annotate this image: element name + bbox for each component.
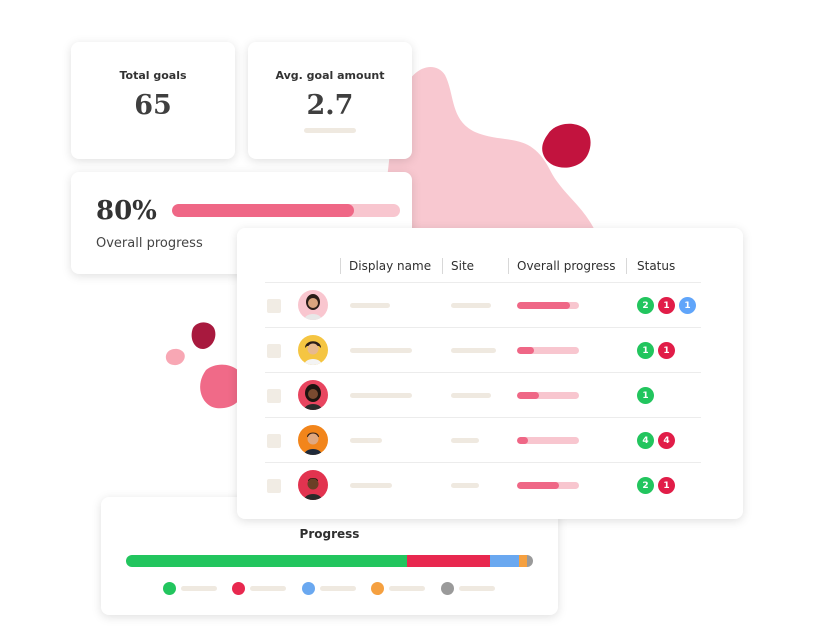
row-progress-fill — [517, 482, 560, 489]
status-badges: 1 — [637, 387, 654, 404]
status-badge: 1 — [679, 297, 696, 314]
total-goals-label: Total goals — [119, 69, 187, 82]
status-badge: 1 — [658, 477, 675, 494]
pink-blob-left — [200, 364, 245, 409]
legend-dot — [441, 582, 454, 595]
legend-label-placeholder — [459, 586, 495, 591]
site-placeholder — [451, 348, 496, 353]
row-progress-fill — [517, 437, 529, 444]
display-name-placeholder — [350, 348, 412, 353]
site-placeholder — [451, 483, 479, 488]
progress-segment — [406, 555, 491, 567]
avatar — [298, 380, 328, 410]
overall-progress-card: 80% Overall progress — [71, 172, 412, 274]
legend-label-placeholder — [320, 586, 356, 591]
site-placeholder — [451, 303, 491, 308]
display-name-placeholder — [350, 393, 412, 398]
status-badge: 1 — [637, 342, 654, 359]
status-badge: 4 — [658, 432, 675, 449]
avg-goal-amount-label: Avg. goal amount — [275, 69, 385, 82]
avg-goal-amount-card: Avg. goal amount 2.7 — [248, 42, 412, 159]
status-badge: 2 — [637, 297, 654, 314]
site-placeholder — [451, 393, 491, 398]
overall-progress-label: Overall progress — [96, 236, 203, 251]
legend-dot — [302, 582, 315, 595]
progress-panel-title: Progress — [299, 527, 360, 541]
row-progress-bar — [517, 347, 579, 354]
avatar — [298, 290, 328, 320]
total-goals-card: Total goals 65 — [71, 42, 235, 159]
crimson-blob — [542, 123, 591, 168]
legend-label-placeholder — [181, 586, 217, 591]
row-progress-bar — [517, 392, 579, 399]
avatar — [298, 425, 328, 455]
header-separator — [442, 258, 443, 274]
avatar — [298, 335, 328, 365]
row-checkbox[interactable] — [267, 299, 281, 313]
avg-goal-placeholder — [304, 128, 356, 133]
row-checkbox[interactable] — [267, 434, 281, 448]
header-separator — [340, 258, 341, 274]
header-overall-progress[interactable]: Overall progress — [517, 259, 616, 273]
status-badge: 1 — [658, 342, 675, 359]
legend-dot — [371, 582, 384, 595]
header-status[interactable]: Status — [637, 259, 676, 273]
progress-segment — [126, 555, 407, 567]
tiny-pink-blob — [165, 348, 185, 366]
progress-segment — [490, 555, 519, 567]
progress-segment — [526, 555, 533, 567]
pink-blob-background — [385, 67, 605, 260]
progress-segment — [518, 555, 527, 567]
overall-progress-percent: 80% — [96, 196, 157, 226]
row-progress-fill — [517, 347, 534, 354]
row-progress-bar — [517, 437, 579, 444]
row-progress-fill — [517, 392, 539, 399]
avatar — [298, 470, 328, 500]
row-progress-bar — [517, 482, 579, 489]
display-name-placeholder — [350, 303, 390, 308]
site-placeholder — [451, 438, 479, 443]
row-checkbox[interactable] — [267, 344, 281, 358]
table-row[interactable]: 1 — [265, 372, 701, 418]
overall-progress-fill — [172, 204, 355, 217]
legend-label-placeholder — [389, 586, 425, 591]
display-name-placeholder — [350, 483, 392, 488]
legend-label-placeholder — [250, 586, 286, 591]
status-badge: 4 — [637, 432, 654, 449]
overall-progress-bar — [172, 204, 400, 217]
legend-dot — [232, 582, 245, 595]
progress-stacked-bar — [126, 555, 533, 567]
legend-dot — [163, 582, 176, 595]
header-display-name[interactable]: Display name — [349, 259, 432, 273]
total-goals-value: 65 — [134, 90, 172, 121]
row-progress-fill — [517, 302, 570, 309]
header-separator — [508, 258, 509, 274]
members-table-card: Display name Site Overall progress Statu… — [237, 228, 743, 519]
display-name-placeholder — [350, 438, 382, 443]
status-badge: 2 — [637, 477, 654, 494]
avg-goal-amount-value: 2.7 — [306, 90, 354, 121]
row-progress-bar — [517, 302, 579, 309]
small-crimson-blob — [191, 322, 216, 349]
row-checkbox[interactable] — [267, 479, 281, 493]
status-badge: 1 — [637, 387, 654, 404]
header-site[interactable]: Site — [451, 259, 475, 273]
status-badge: 1 — [658, 297, 675, 314]
header-separator — [626, 258, 627, 274]
row-checkbox[interactable] — [267, 389, 281, 403]
